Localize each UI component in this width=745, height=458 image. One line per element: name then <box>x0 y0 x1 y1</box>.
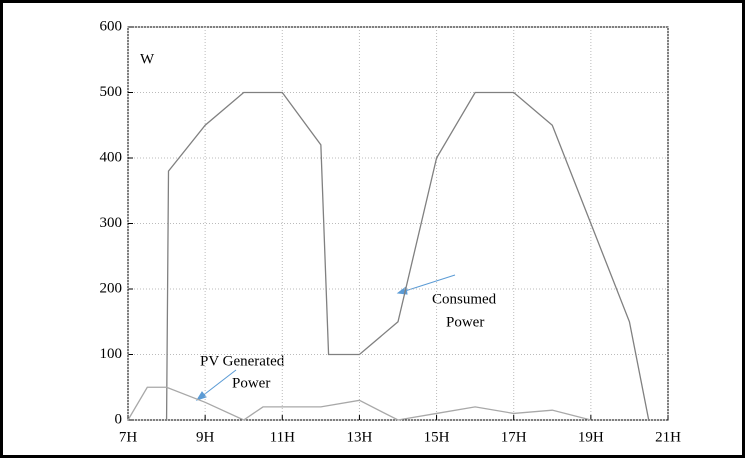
series-line <box>127 386 592 421</box>
series-line <box>165 91 650 421</box>
x-tick-label: 19H <box>578 429 604 445</box>
x-tick-label: 11H <box>270 429 295 445</box>
x-tick-label: 15H <box>424 429 450 445</box>
y-tick-label: 300 <box>100 215 123 231</box>
annotation-line: Power <box>232 375 270 391</box>
x-tick-label: 13H <box>347 429 373 445</box>
y-unit-label: W <box>140 51 155 67</box>
y-tick-label: 0 <box>115 411 123 427</box>
arrow <box>200 369 237 398</box>
x-tick-label: 9H <box>196 429 215 445</box>
y-tick-label: 100 <box>100 346 123 362</box>
y-tick-label: 400 <box>100 149 123 165</box>
x-tick-label: 21H <box>655 429 681 445</box>
annotation-line: PV Generated <box>200 353 285 369</box>
y-tick-label: 600 <box>100 18 123 34</box>
x-tick-label: 17H <box>501 429 527 445</box>
annotation-line: Consumed <box>432 291 497 307</box>
y-tick-label: 200 <box>100 280 123 296</box>
arrowhead <box>195 391 207 401</box>
y-tick-label: 500 <box>100 84 123 100</box>
annotation-line: Power <box>446 314 484 330</box>
x-tick-label: 7H <box>119 429 138 445</box>
